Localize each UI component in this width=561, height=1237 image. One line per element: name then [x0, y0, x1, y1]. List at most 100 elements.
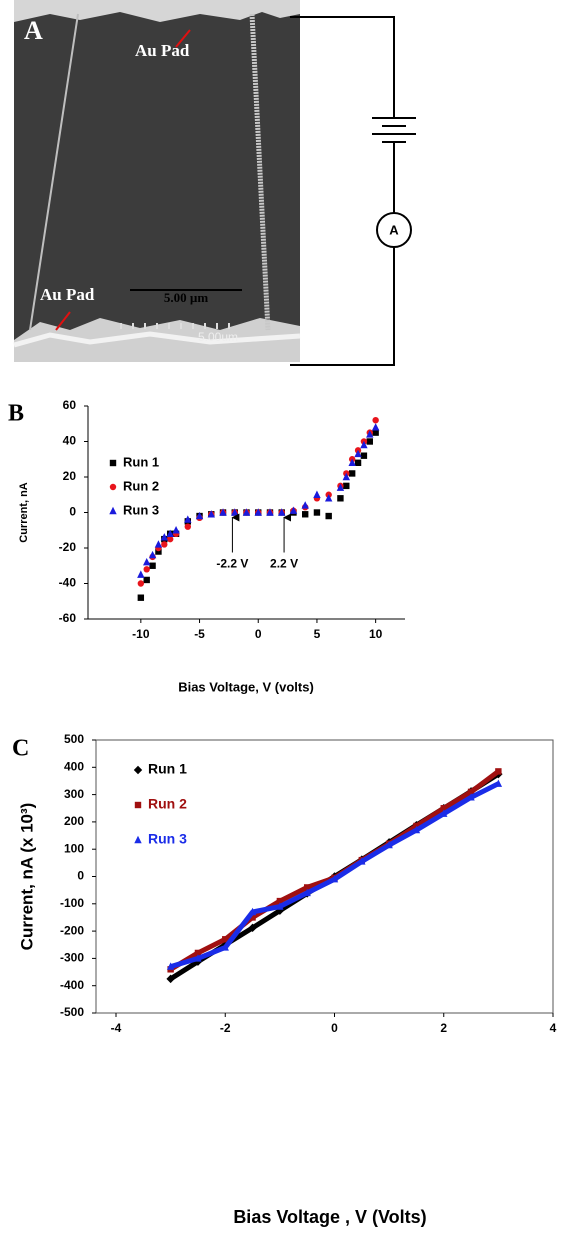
point: [184, 515, 192, 523]
point: [109, 483, 117, 491]
point: [342, 472, 350, 481]
point: [354, 459, 362, 466]
point: [134, 801, 142, 809]
point: [166, 962, 175, 970]
y-tick-label: 500: [64, 732, 84, 746]
series-line: [169, 769, 500, 972]
point: [330, 875, 339, 883]
point: [248, 923, 257, 933]
sem-image: A Au Pad Au Pad 5.00 µm 5.00um: [13, 0, 301, 362]
point: [109, 459, 117, 467]
x-tick-label: -4: [111, 1021, 122, 1035]
point: [360, 452, 368, 459]
point: [254, 508, 262, 516]
point: [336, 483, 345, 491]
annotation: 2.2 V: [270, 557, 298, 571]
annotation: -2.2 V: [216, 557, 248, 571]
point: [354, 449, 362, 458]
y-axis-label: Current, nA (x 10³): [17, 803, 36, 951]
point: [313, 509, 321, 516]
y-tick-label: -60: [59, 611, 77, 625]
point: [337, 495, 344, 502]
point: [137, 594, 145, 601]
x-tick-label: -5: [194, 627, 205, 641]
point: [166, 974, 175, 984]
y-tick-label: 200: [64, 814, 84, 828]
point: [109, 506, 117, 515]
point: [467, 788, 475, 796]
y-tick-label: 0: [69, 505, 76, 519]
x-tick-label: 10: [369, 627, 383, 641]
point: [219, 508, 227, 516]
point: [161, 541, 168, 548]
point: [495, 768, 502, 775]
point: [149, 562, 156, 569]
y-tick-label: -300: [60, 951, 84, 965]
y-tick-label: 0: [77, 869, 84, 883]
x-tick-label: -10: [132, 627, 150, 641]
point: [467, 793, 475, 801]
y-tick-label: -500: [60, 1005, 84, 1019]
legend-label: Run 2: [123, 478, 159, 493]
point: [242, 508, 251, 516]
y-tick-label: 300: [64, 787, 84, 801]
y-tick-label: 60: [63, 398, 77, 412]
point: [276, 902, 284, 910]
point: [440, 809, 448, 817]
point: [166, 529, 174, 537]
point: [289, 506, 298, 514]
legend-label: Run 3: [123, 502, 159, 517]
point: [276, 897, 284, 905]
point: [160, 533, 169, 541]
x-tick-label: 5: [314, 627, 321, 641]
x-tick-label: 4: [550, 1021, 557, 1035]
x-tick-label: 0: [331, 1021, 338, 1035]
point: [324, 494, 333, 502]
sem-scale-label: 5.00um: [198, 330, 238, 344]
y-tick-label: -200: [60, 923, 84, 937]
point: [194, 949, 202, 957]
point: [154, 540, 163, 548]
legend-label: Run 3: [148, 831, 187, 847]
point: [372, 417, 379, 424]
point: [148, 550, 157, 559]
point: [360, 440, 368, 449]
point: [343, 482, 350, 490]
point: [143, 566, 150, 573]
point: [348, 458, 356, 466]
point: [194, 954, 202, 962]
legend-label: Run 1: [148, 761, 187, 777]
panel-label: B: [8, 401, 24, 427]
point: [207, 510, 215, 518]
point: [301, 501, 309, 509]
point: [184, 523, 191, 530]
point: [195, 511, 204, 520]
point: [143, 576, 150, 584]
point: [137, 570, 145, 578]
point: [249, 914, 256, 921]
point: [266, 508, 274, 516]
y-tick-label: 100: [64, 841, 84, 855]
point: [366, 438, 373, 445]
circuit: [290, 16, 416, 366]
x-tick-label: -2: [220, 1021, 231, 1035]
point: [222, 936, 229, 943]
point: [166, 535, 174, 543]
point: [221, 943, 229, 951]
point: [325, 512, 332, 520]
point: [193, 957, 203, 966]
point: [134, 835, 142, 844]
panel-label: C: [12, 736, 29, 762]
x-axis-label: Bias Voltage, V (volts): [178, 679, 314, 694]
x-tick-label: 0: [255, 627, 262, 641]
point: [303, 884, 311, 891]
y-axis-label: Current, nA: [18, 482, 30, 543]
y-tick-label: 40: [63, 434, 77, 448]
y-tick-label: -100: [60, 896, 84, 910]
point: [358, 857, 366, 865]
point: [372, 429, 379, 436]
point: [385, 840, 393, 849]
point: [412, 825, 421, 834]
